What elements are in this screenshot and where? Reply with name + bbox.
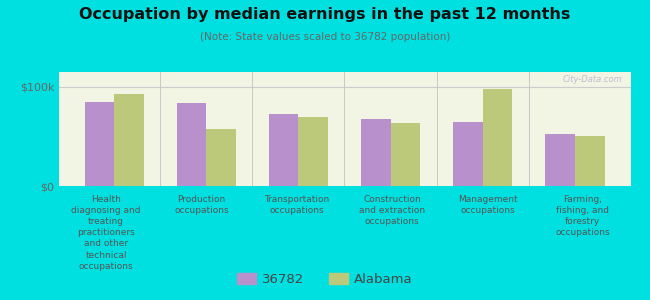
Bar bbox=[575, 136, 604, 186]
Bar bbox=[84, 102, 114, 186]
Bar bbox=[298, 117, 328, 186]
Bar bbox=[483, 89, 512, 186]
Text: (Note: State values scaled to 36782 population): (Note: State values scaled to 36782 popu… bbox=[200, 32, 450, 41]
Text: City-Data.com: City-Data.com bbox=[562, 75, 622, 84]
Bar bbox=[545, 134, 575, 186]
Text: Transportation
occupations: Transportation occupations bbox=[264, 195, 330, 215]
Bar bbox=[206, 128, 236, 186]
Bar bbox=[453, 122, 483, 186]
Text: Construction
and extraction
occupations: Construction and extraction occupations bbox=[359, 195, 425, 226]
Legend: 36782, Alabama: 36782, Alabama bbox=[232, 268, 418, 291]
Bar bbox=[177, 103, 206, 186]
Text: Occupation by median earnings in the past 12 months: Occupation by median earnings in the pas… bbox=[79, 8, 571, 22]
Text: Management
occupations: Management occupations bbox=[458, 195, 517, 215]
Text: Production
occupations: Production occupations bbox=[174, 195, 229, 215]
Bar bbox=[361, 118, 391, 186]
Bar bbox=[269, 114, 298, 186]
Bar bbox=[391, 123, 420, 186]
Text: Farming,
fishing, and
forestry
occupations: Farming, fishing, and forestry occupatio… bbox=[556, 195, 610, 237]
Text: Health
diagnosing and
treating
practitioners
and other
technical
occupations: Health diagnosing and treating practitio… bbox=[72, 195, 141, 271]
Bar bbox=[114, 94, 144, 186]
